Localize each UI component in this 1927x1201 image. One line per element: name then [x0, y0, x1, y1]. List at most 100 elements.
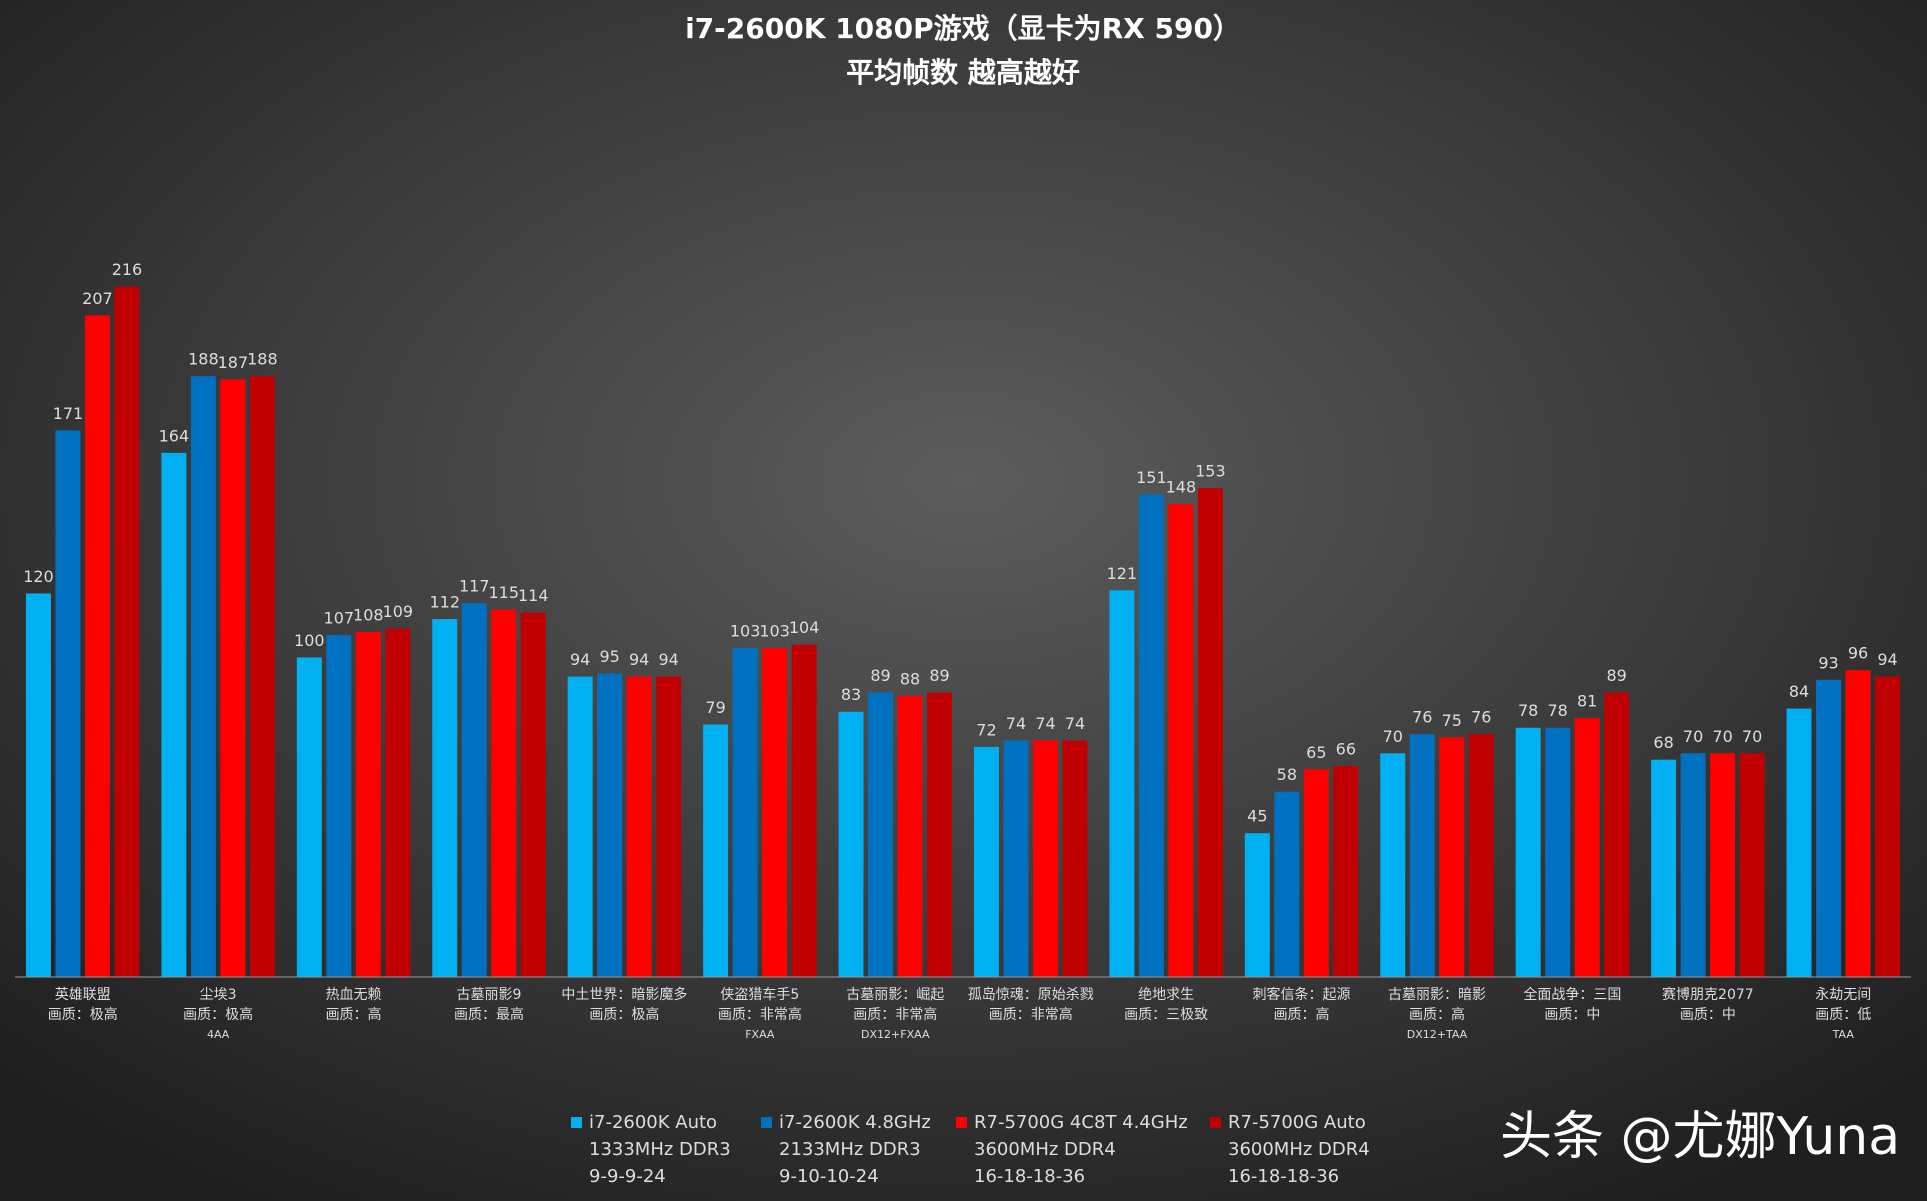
bar — [973, 746, 999, 977]
legend-swatch — [956, 1117, 967, 1128]
value-label: 89 — [929, 666, 949, 685]
value-label: 78 — [1547, 701, 1567, 720]
value-label: 171 — [53, 404, 84, 423]
bar — [1574, 718, 1600, 977]
value-label: 68 — [1653, 733, 1673, 752]
x-tick-label: 画质：高 — [326, 1006, 382, 1023]
bar — [1739, 753, 1765, 977]
value-label: 70 — [1683, 727, 1703, 746]
legend-label: 3600MHz DDR4 — [974, 1139, 1116, 1160]
value-label: 103 — [730, 621, 761, 640]
bar — [1816, 679, 1842, 977]
value-label: 83 — [841, 685, 861, 704]
x-tick-label: 尘埃3 — [200, 987, 237, 1003]
bar — [249, 376, 275, 978]
bar — [1468, 734, 1494, 977]
value-label: 120 — [23, 567, 54, 586]
value-label: 164 — [159, 426, 190, 445]
x-tick-label: 画质：中 — [1544, 1007, 1600, 1023]
bar — [1244, 833, 1270, 977]
x-tick-label: 全面战争：三国 — [1523, 986, 1621, 1003]
x-tick-label: 4AA — [207, 1028, 230, 1041]
value-label: 81 — [1577, 692, 1597, 711]
x-tick-label: 画质：三极致 — [1124, 1007, 1208, 1023]
bar — [190, 376, 216, 978]
bar — [927, 692, 953, 977]
bar — [1380, 753, 1406, 977]
bar — [1032, 740, 1058, 977]
x-tick-label: 古墓丽影9 — [457, 987, 522, 1003]
x-tick-label: 画质：最高 — [454, 1006, 524, 1023]
bar — [461, 603, 487, 977]
bar — [326, 635, 352, 977]
x-tick-label: 英雄联盟 — [55, 986, 111, 1003]
value-label: 112 — [429, 593, 460, 612]
value-label: 72 — [976, 720, 996, 739]
legend-swatch — [571, 1117, 582, 1128]
watermark: 头条 @尤娜Yuna — [1500, 1107, 1900, 1167]
bar — [161, 452, 187, 978]
x-tick-label: 画质：极高 — [48, 1006, 118, 1023]
legend-swatch — [1210, 1117, 1221, 1128]
value-label: 66 — [1336, 740, 1356, 759]
value-label: 74 — [1006, 714, 1026, 733]
value-label: 121 — [1107, 564, 1138, 583]
legend-swatch — [761, 1117, 772, 1128]
value-label: 79 — [705, 698, 725, 717]
bar — [25, 593, 51, 977]
bar — [1197, 488, 1223, 977]
x-tick-label: FXAA — [745, 1028, 775, 1041]
chart-title: i7-2600K 1080P游戏（显卡为RX 590） — [685, 12, 1241, 45]
bar — [1515, 727, 1541, 977]
bar — [1109, 590, 1135, 977]
bar — [1168, 503, 1194, 977]
x-tick-label: 孤岛惊魂：原始杀戮 — [968, 987, 1094, 1003]
value-label: 103 — [759, 621, 790, 640]
value-label: 89 — [870, 666, 890, 685]
bar — [626, 676, 652, 977]
bar — [897, 695, 923, 977]
value-label: 70 — [1742, 727, 1762, 746]
bar — [432, 619, 458, 977]
value-label: 75 — [1442, 711, 1462, 730]
value-label: 115 — [488, 583, 519, 602]
value-label: 89 — [1606, 666, 1626, 685]
value-label: 96 — [1848, 644, 1868, 663]
value-label: 70 — [1383, 727, 1403, 746]
value-label: 117 — [459, 577, 490, 596]
value-label: 65 — [1306, 743, 1326, 762]
value-label: 94 — [629, 650, 649, 669]
value-label: 88 — [900, 669, 920, 688]
x-tick-label: 画质：高 — [1409, 1006, 1465, 1023]
value-label: 109 — [383, 602, 414, 621]
legend-label: R7-5700G 4C8T 4.4GHz — [974, 1112, 1188, 1133]
bar — [732, 647, 758, 977]
legend-label: 1333MHz DDR3 — [589, 1139, 731, 1160]
x-tick-label: 赛博朋克2077 — [1662, 986, 1754, 1003]
legend-label: 16-18-18-36 — [974, 1166, 1085, 1187]
value-label: 74 — [1065, 714, 1085, 733]
value-label: 74 — [1035, 714, 1055, 733]
legend-label: 9-9-9-24 — [589, 1166, 666, 1187]
value-label: 76 — [1471, 708, 1491, 727]
value-label: 104 — [789, 618, 820, 637]
bar — [491, 609, 517, 977]
x-tick-label: 侠盗猎车手5 — [720, 986, 799, 1003]
bar — [1545, 727, 1571, 977]
bar — [1333, 766, 1359, 977]
bar — [1303, 769, 1329, 977]
value-label: 76 — [1412, 708, 1432, 727]
bar — [1651, 759, 1677, 977]
legend-label: 16-18-18-36 — [1228, 1166, 1339, 1187]
legend-label: R7-5700G Auto — [1228, 1112, 1366, 1133]
value-label: 188 — [188, 350, 219, 369]
x-tick-label: DX12+FXAA — [861, 1028, 930, 1041]
value-label: 84 — [1789, 682, 1809, 701]
legend-label: i7-2600K 4.8GHz — [779, 1112, 931, 1133]
bar — [296, 657, 322, 977]
bar — [1003, 740, 1029, 977]
value-label: 70 — [1712, 727, 1732, 746]
value-label: 216 — [112, 260, 143, 279]
